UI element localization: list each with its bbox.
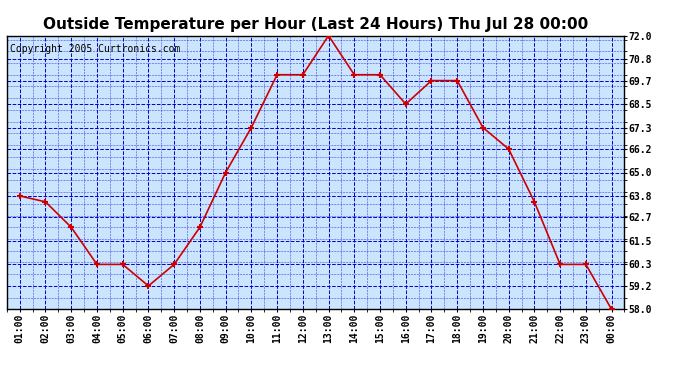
Text: Copyright 2005 Curtronics.com: Copyright 2005 Curtronics.com <box>10 44 180 54</box>
Title: Outside Temperature per Hour (Last 24 Hours) Thu Jul 28 00:00: Outside Temperature per Hour (Last 24 Ho… <box>43 16 589 32</box>
